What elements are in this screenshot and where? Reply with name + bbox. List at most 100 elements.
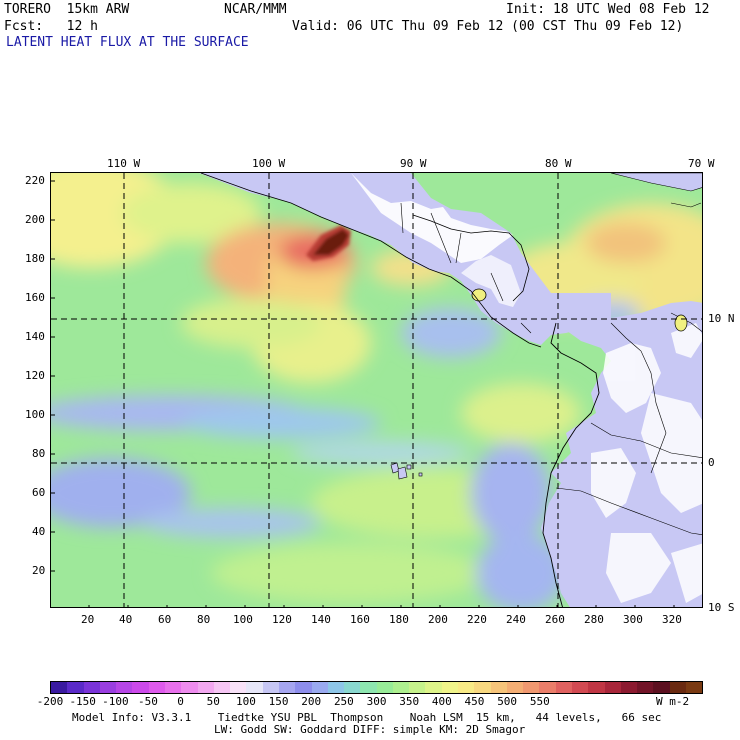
colorbar-swatch: [360, 682, 377, 693]
galapagos-islands: [390, 462, 423, 480]
y-tick: 20: [32, 564, 46, 577]
colorbar-label: 100: [236, 695, 256, 708]
colorbar-swatch: [458, 682, 475, 693]
x-tick: 40: [119, 613, 133, 626]
colorbar-label: -200: [36, 695, 64, 708]
x-tick: 120: [272, 613, 292, 626]
colorbar-label: 50: [206, 695, 220, 708]
colorbar-swatch: [523, 682, 540, 693]
lon-label-80w: 80 W: [545, 157, 572, 170]
map-canvas: [51, 173, 702, 607]
forecast-hour: Fcst: 12 h: [4, 19, 98, 34]
x-tick: 20: [81, 613, 95, 626]
colorbar-swatch: [620, 682, 638, 693]
colorbar-label: 300: [366, 695, 387, 708]
x-tick: 100: [233, 613, 253, 626]
colorbar-swatch: [637, 682, 654, 693]
latent-heat-flux-map: [50, 172, 703, 608]
y-tick: 120: [25, 369, 45, 382]
x-tick: 200: [428, 613, 448, 626]
y-tick: 200: [25, 213, 45, 226]
colorbar-swatch: [669, 682, 686, 693]
colorbar-label: 250: [333, 695, 354, 708]
x-tick: 240: [506, 613, 526, 626]
y-tick: 40: [32, 525, 46, 538]
init-time: Init: 18 UTC Wed 08 Feb 12: [506, 2, 710, 17]
colorbar-swatch: [295, 682, 312, 693]
model-name: TORERO 15km ARW: [4, 2, 130, 17]
lat-label-0: 0: [708, 456, 715, 469]
colorbar-swatch: [164, 682, 182, 693]
colorbar-swatch: [51, 682, 68, 693]
colorbar-swatch: [246, 682, 263, 693]
colorbar-swatch: [230, 682, 247, 693]
colorbar-swatch: [425, 682, 442, 693]
x-tick: 280: [584, 613, 604, 626]
x-tick: 140: [311, 613, 331, 626]
colorbar-swatch: [588, 682, 605, 693]
colorbar-label: -100: [102, 695, 129, 708]
tehuantepec-jet: [306, 225, 351, 261]
colorbar-swatch: [327, 682, 345, 693]
colorbar-swatch: [311, 682, 328, 693]
x-tick: 180: [389, 613, 409, 626]
y-tick: 60: [32, 486, 46, 499]
colorbar-label: 400: [431, 695, 452, 708]
y-tick: 100: [25, 408, 45, 421]
lat-label-10s: 10 S: [708, 601, 735, 614]
colorbar-units: W m-2: [656, 695, 690, 708]
model-info-line2: LW: Godd SW: Goddard DIFF: simple KM: 2D…: [214, 723, 526, 736]
colorbar-swatch: [506, 682, 524, 693]
y-tick: 180: [25, 252, 45, 265]
y-tick: 160: [25, 291, 45, 304]
colorbar-swatch: [197, 682, 214, 693]
x-tick: 320: [662, 613, 682, 626]
colorbar-swatch: [409, 682, 426, 693]
colorbar-label: 350: [399, 695, 420, 708]
colorbar-swatch: [278, 682, 296, 693]
colorbar-label: 0: [177, 695, 184, 708]
y-tick: 80: [32, 447, 46, 460]
colorbar-swatch: [490, 682, 507, 693]
colorbar: [50, 681, 703, 694]
colorbar-swatch: [67, 682, 84, 693]
colorbar-label: -50: [138, 695, 158, 708]
colorbar-swatch: [83, 682, 100, 693]
colorbar-swatch: [344, 682, 361, 693]
colorbar-label: 150: [268, 695, 289, 708]
lat-label-10n: 10 N: [708, 312, 735, 325]
organization: NCAR/MMM: [224, 2, 287, 17]
colorbar-swatch: [148, 682, 165, 693]
axis-ticks: [51, 180, 675, 607]
south-america-land: [541, 301, 702, 607]
colorbar-label: -150: [69, 695, 96, 708]
colorbar-swatch: [392, 682, 410, 693]
colorbar-swatch: [685, 682, 703, 693]
y-tick: 140: [25, 330, 45, 343]
colorbar-swatch: [262, 682, 279, 693]
colorbar-swatch: [132, 682, 149, 693]
lon-label-110w: 110 W: [107, 157, 141, 170]
central-america-land: [199, 173, 702, 348]
colorbar-swatch: [604, 682, 621, 693]
x-tick: 80: [197, 613, 211, 626]
colorbar-swatch: [653, 682, 670, 693]
colorbar-swatch: [116, 682, 133, 693]
colorbar-label: 200: [301, 695, 322, 708]
colorbar-swatch: [474, 682, 491, 693]
colorbar-label: 450: [464, 695, 485, 708]
x-tick: 220: [467, 613, 487, 626]
colorbar-label: 500: [497, 695, 518, 708]
x-tick: 300: [623, 613, 643, 626]
colorbar-swatch: [376, 682, 393, 693]
colorbar-swatch: [441, 682, 459, 693]
lon-label-70w: 70 W: [688, 157, 715, 170]
x-tick: 260: [545, 613, 565, 626]
colorbar-swatch: [181, 682, 198, 693]
model-info-line1: Model Info: V3.3.1 Tiedtke YSU PBL Thomp…: [72, 711, 662, 724]
valid-time: Valid: 06 UTC Thu 09 Feb 12 (00 CST Thu …: [292, 19, 684, 34]
colorbar-swatch: [213, 682, 231, 693]
colorbar-swatch: [539, 682, 556, 693]
colorbar-swatch: [99, 682, 117, 693]
x-tick: 160: [350, 613, 370, 626]
